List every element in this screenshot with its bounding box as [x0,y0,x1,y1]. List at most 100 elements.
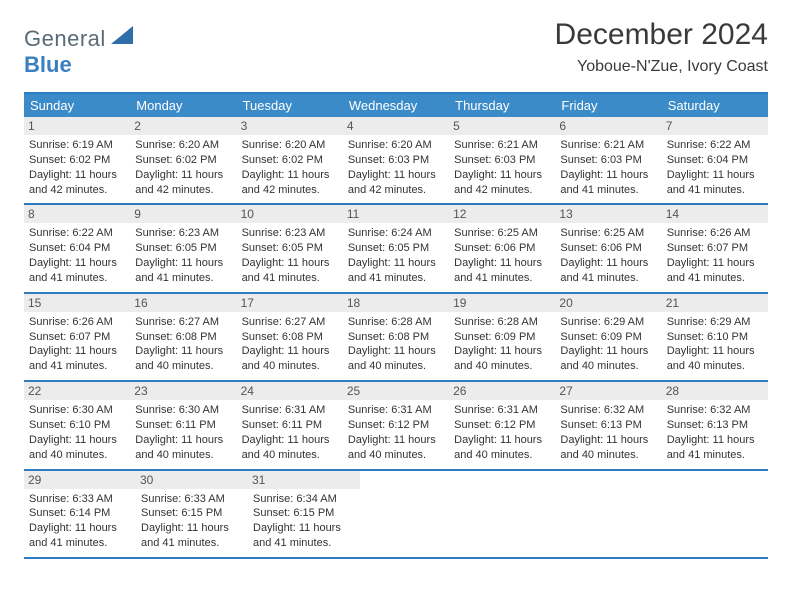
sunset-text: Sunset: 6:04 PM [29,241,125,256]
weekday-header: Friday [555,94,661,117]
sunrise-text: Sunrise: 6:27 AM [242,315,338,330]
calendar-empty [360,471,462,557]
sunset-text: Sunset: 6:15 PM [253,506,355,521]
daylight-text: Daylight: 11 hours and 41 minutes. [29,344,125,374]
weekday-header: Thursday [449,94,555,117]
day-number: 23 [130,382,236,400]
daylight-text: Daylight: 11 hours and 40 minutes. [242,344,338,374]
day-number: 2 [130,117,236,135]
day-number: 4 [343,117,449,135]
sunset-text: Sunset: 6:06 PM [454,241,550,256]
daylight-text: Daylight: 11 hours and 41 minutes. [667,433,763,463]
calendar-day: 24 Sunrise: 6:31 AM Sunset: 6:11 PM Dayl… [237,382,343,468]
sunset-text: Sunset: 6:02 PM [29,153,125,168]
calendar-day: 18 Sunrise: 6:28 AM Sunset: 6:08 PM Dayl… [343,294,449,380]
day-number: 26 [449,382,555,400]
sunrise-text: Sunrise: 6:32 AM [560,403,656,418]
sunrise-text: Sunrise: 6:23 AM [135,226,231,241]
sunrise-text: Sunrise: 6:20 AM [348,138,444,153]
weekday-header: Monday [130,94,236,117]
sunrise-text: Sunrise: 6:29 AM [560,315,656,330]
daylight-text: Daylight: 11 hours and 40 minutes. [560,433,656,463]
weekday-header: Tuesday [237,94,343,117]
daylight-text: Daylight: 11 hours and 40 minutes. [135,344,231,374]
sunset-text: Sunset: 6:03 PM [560,153,656,168]
logo-text-main: General [24,26,106,51]
calendar-day: 29 Sunrise: 6:33 AM Sunset: 6:14 PM Dayl… [24,471,136,557]
daylight-text: Daylight: 11 hours and 41 minutes. [135,256,231,286]
calendar-day: 25 Sunrise: 6:31 AM Sunset: 6:12 PM Dayl… [343,382,449,468]
calendar-day: 2 Sunrise: 6:20 AM Sunset: 6:02 PM Dayli… [130,117,236,203]
day-number: 25 [343,382,449,400]
calendar-week: 29 Sunrise: 6:33 AM Sunset: 6:14 PM Dayl… [24,471,768,559]
sunset-text: Sunset: 6:05 PM [135,241,231,256]
calendar-day: 27 Sunrise: 6:32 AM Sunset: 6:13 PM Dayl… [555,382,661,468]
sunset-text: Sunset: 6:06 PM [560,241,656,256]
daylight-text: Daylight: 11 hours and 41 minutes. [29,256,125,286]
calendar-day: 15 Sunrise: 6:26 AM Sunset: 6:07 PM Dayl… [24,294,130,380]
sunrise-text: Sunrise: 6:22 AM [667,138,763,153]
calendar-day: 31 Sunrise: 6:34 AM Sunset: 6:15 PM Dayl… [248,471,360,557]
daylight-text: Daylight: 11 hours and 42 minutes. [348,168,444,198]
day-number: 30 [136,471,248,489]
daylight-text: Daylight: 11 hours and 40 minutes. [242,433,338,463]
day-number: 22 [24,382,130,400]
calendar-grid: Sunday Monday Tuesday Wednesday Thursday… [24,92,768,559]
day-number: 14 [662,205,768,223]
sunrise-text: Sunrise: 6:24 AM [348,226,444,241]
calendar-day: 6 Sunrise: 6:21 AM Sunset: 6:03 PM Dayli… [555,117,661,203]
sunrise-text: Sunrise: 6:26 AM [29,315,125,330]
daylight-text: Daylight: 11 hours and 41 minutes. [667,256,763,286]
calendar-day: 4 Sunrise: 6:20 AM Sunset: 6:03 PM Dayli… [343,117,449,203]
weekday-header: Sunday [24,94,130,117]
sunset-text: Sunset: 6:08 PM [135,330,231,345]
calendar-day: 17 Sunrise: 6:27 AM Sunset: 6:08 PM Dayl… [237,294,343,380]
day-number: 1 [24,117,130,135]
sunset-text: Sunset: 6:15 PM [141,506,243,521]
day-number: 20 [555,294,661,312]
calendar-empty [666,471,768,557]
sunrise-text: Sunrise: 6:21 AM [560,138,656,153]
daylight-text: Daylight: 11 hours and 42 minutes. [454,168,550,198]
calendar-day: 11 Sunrise: 6:24 AM Sunset: 6:05 PM Dayl… [343,205,449,291]
daylight-text: Daylight: 11 hours and 42 minutes. [29,168,125,198]
day-number: 28 [662,382,768,400]
calendar-day: 19 Sunrise: 6:28 AM Sunset: 6:09 PM Dayl… [449,294,555,380]
daylight-text: Daylight: 11 hours and 40 minutes. [348,344,444,374]
page-header: General Blue December 2024 Yoboue-N'Zue,… [24,18,768,78]
day-number: 6 [555,117,661,135]
sunset-text: Sunset: 6:13 PM [560,418,656,433]
calendar-day: 7 Sunrise: 6:22 AM Sunset: 6:04 PM Dayli… [662,117,768,203]
sunset-text: Sunset: 6:07 PM [667,241,763,256]
day-number: 16 [130,294,236,312]
day-number: 21 [662,294,768,312]
day-number: 10 [237,205,343,223]
day-number: 17 [237,294,343,312]
sunset-text: Sunset: 6:14 PM [29,506,131,521]
daylight-text: Daylight: 11 hours and 41 minutes. [29,521,131,551]
day-number: 12 [449,205,555,223]
daylight-text: Daylight: 11 hours and 40 minutes. [348,433,444,463]
day-number: 7 [662,117,768,135]
sunset-text: Sunset: 6:09 PM [454,330,550,345]
daylight-text: Daylight: 11 hours and 40 minutes. [135,433,231,463]
calendar-day: 10 Sunrise: 6:23 AM Sunset: 6:05 PM Dayl… [237,205,343,291]
weekday-header: Saturday [662,94,768,117]
sunrise-text: Sunrise: 6:28 AM [454,315,550,330]
day-number: 27 [555,382,661,400]
sunrise-text: Sunrise: 6:23 AM [242,226,338,241]
sunrise-text: Sunrise: 6:26 AM [667,226,763,241]
sunrise-text: Sunrise: 6:30 AM [135,403,231,418]
calendar-day: 30 Sunrise: 6:33 AM Sunset: 6:15 PM Dayl… [136,471,248,557]
logo-text-sub: Blue [24,52,72,77]
daylight-text: Daylight: 11 hours and 41 minutes. [454,256,550,286]
sunrise-text: Sunrise: 6:27 AM [135,315,231,330]
day-number: 18 [343,294,449,312]
calendar-day: 21 Sunrise: 6:29 AM Sunset: 6:10 PM Dayl… [662,294,768,380]
calendar-day: 16 Sunrise: 6:27 AM Sunset: 6:08 PM Dayl… [130,294,236,380]
sunrise-text: Sunrise: 6:30 AM [29,403,125,418]
calendar-day: 13 Sunrise: 6:25 AM Sunset: 6:06 PM Dayl… [555,205,661,291]
sunset-text: Sunset: 6:03 PM [348,153,444,168]
logo-sail-icon [110,33,137,50]
sunrise-text: Sunrise: 6:19 AM [29,138,125,153]
